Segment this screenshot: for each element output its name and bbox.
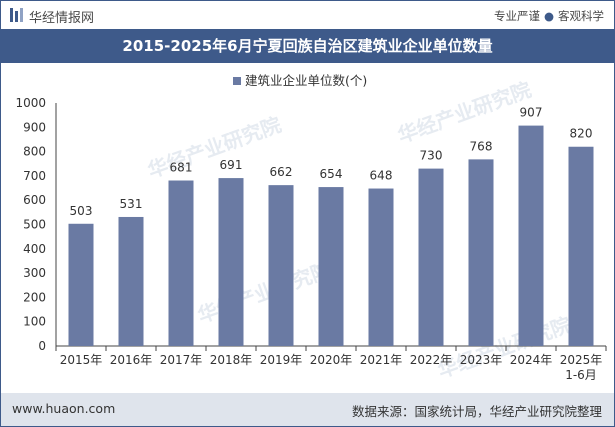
x-tick-label-line: 2019年: [260, 353, 303, 367]
bar: [268, 185, 294, 346]
chart-title: 2015-2025年6月宁夏回族自治区建筑业企业单位数量: [122, 37, 493, 55]
axes: 0 100 200 300 400 500 600 700 800 900 1000 2015年 201…: [15, 96, 607, 382]
x-tick-label-line: 2021年: [360, 353, 403, 367]
watermark-text: 华经产业研究院: [195, 257, 335, 327]
watermark-layer: 华经产业研究院 华经产业研究院 华经产业研究院 华经产业研究院: [145, 77, 575, 382]
bar: [518, 125, 544, 346]
x-tick-label: 2021年: [360, 353, 403, 367]
footer: www.huaon.com 数据来源：国家统计局，华经产业研究院整理: [1, 393, 614, 426]
watermark-text: 华经产业研究院: [145, 112, 285, 182]
slogan-right: 客观科学: [558, 9, 604, 23]
x-tick-label: 2017年: [160, 353, 203, 367]
site-url: www.huaon.com: [12, 401, 116, 416]
x-tick-label: 2024年: [510, 353, 553, 367]
watermark-text: 华经产业研究院: [395, 77, 535, 147]
bar: [468, 159, 494, 346]
x-tick-label-line: 2023年: [460, 353, 503, 367]
x-tick-label: 2025年 1-6月: [560, 353, 603, 382]
bar-value-label: 768: [470, 139, 493, 153]
x-tick-label-line: 2017年: [160, 353, 203, 367]
top-bar: 华经情报网 专业严谨 ● 客观科学: [1, 1, 614, 29]
x-tick-label: 2018年: [210, 353, 253, 367]
y-tick-label: 600: [23, 193, 46, 207]
bar-value-label: 648: [370, 169, 393, 183]
bar-value-label: 820: [570, 127, 593, 141]
y-tick-label: 0: [38, 339, 46, 353]
x-tick-label-line: 2024年: [510, 353, 553, 367]
bar-value-label: 907: [520, 106, 543, 120]
bar-value-label: 691: [220, 158, 243, 172]
x-tick-label-line: 2020年: [310, 353, 353, 367]
bar-value-label: 662: [270, 165, 293, 179]
legend-swatch: [233, 77, 241, 85]
bar: [318, 187, 344, 346]
bar: [218, 178, 244, 346]
x-tick-label-line: 2018年: [210, 353, 253, 367]
bar: [368, 188, 394, 346]
bar-value-label: 503: [70, 204, 93, 218]
y-tick-label: 800: [23, 145, 46, 159]
bar-value-label: 531: [120, 197, 143, 211]
data-source: 数据来源：国家统计局，华经产业研究院整理: [351, 404, 602, 419]
legend-label: 建筑业企业单位数(个): [245, 73, 367, 88]
x-tick-label: 2015年: [60, 353, 103, 367]
bar: [168, 180, 194, 346]
bar: [68, 223, 94, 346]
legend: 建筑业企业单位数(个): [233, 73, 367, 88]
x-tick-label: 2020年: [310, 353, 353, 367]
x-tick-label-line: 2022年: [410, 353, 453, 367]
x-tick-label-line: 2015年: [60, 353, 103, 367]
y-tick-label: 200: [23, 290, 46, 304]
slogan-dot-icon: ●: [543, 9, 554, 23]
bar: [118, 216, 144, 346]
y-tick-label: 400: [23, 242, 46, 256]
y-tick-label: 300: [23, 266, 46, 280]
brand-name: 华经情报网: [29, 11, 95, 26]
x-tick-label-line: 2025年: [560, 353, 603, 367]
bar: [568, 146, 594, 346]
bar-chart: 华经产业研究院 华经产业研究院 华经产业研究院 华经产业研究院 建筑业企业单位数…: [15, 73, 607, 383]
bar: [418, 168, 444, 346]
bar-value-label: 654: [320, 167, 343, 181]
slogan: 专业严谨 ● 客观科学: [494, 8, 604, 24]
x-tick-label: 2022年: [410, 353, 453, 367]
y-tick-label: 700: [23, 169, 46, 183]
bar-value-label: 681: [170, 161, 193, 175]
slogan-left: 专业严谨: [493, 9, 540, 23]
x-tick-label-line: 1-6月: [565, 368, 597, 382]
y-tick-label: 100: [23, 315, 46, 329]
x-tick-label: 2023年: [460, 353, 503, 367]
bar-value-label: 730: [420, 149, 443, 163]
y-tick-label: 500: [23, 218, 46, 232]
watermark-text: 华经产业研究院: [435, 312, 575, 382]
bars: 503 531 681 691 662 654 648 730 768 907 820: [68, 106, 594, 346]
title-bar: 2015-2025年6月宁夏回族自治区建筑业企业单位数量: [1, 29, 614, 63]
y-tick-label: 1000: [15, 96, 46, 110]
x-tick-label: 2016年: [110, 353, 153, 367]
y-tick-label: 900: [23, 120, 46, 134]
x-tick-label: 2019年: [260, 353, 303, 367]
huajing-logo-icon: [10, 8, 23, 22]
x-tick-label-line: 2016年: [110, 353, 153, 367]
